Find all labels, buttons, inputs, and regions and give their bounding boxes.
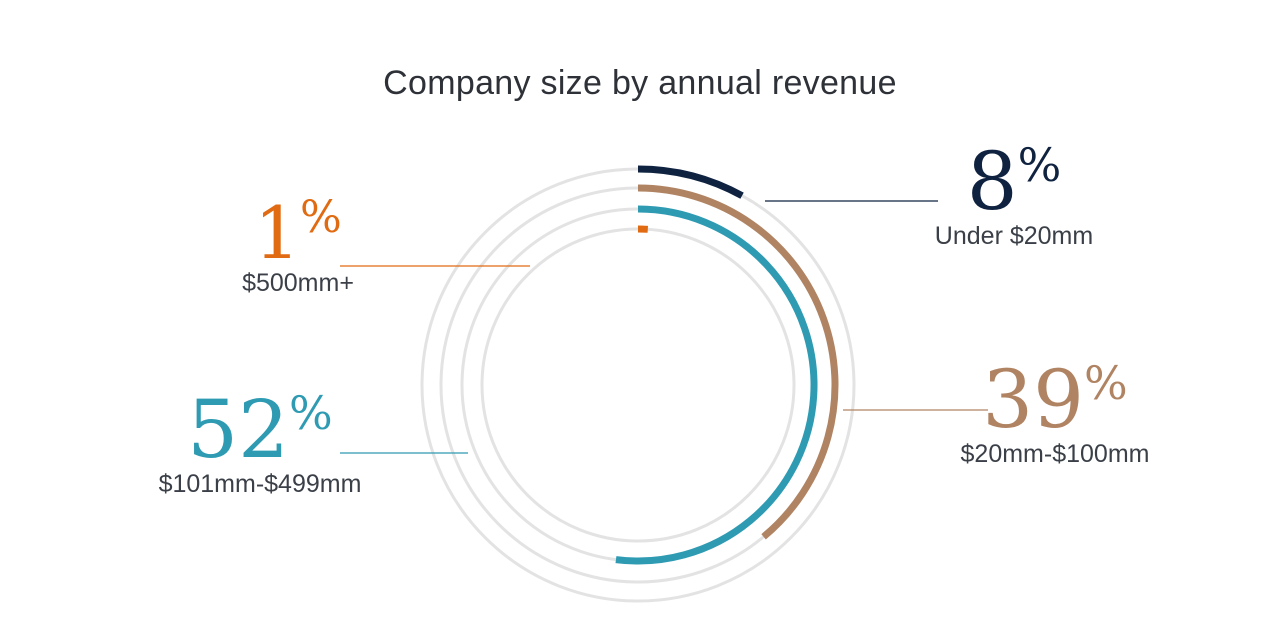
- chart-title: Company size by annual revenue: [383, 64, 897, 102]
- segment-label: $20mm-$100mm: [960, 440, 1150, 468]
- callout-under-20mm: 8% Under $20mm: [894, 142, 1134, 251]
- percent-sign: %: [1017, 138, 1062, 192]
- percent-sign: %: [289, 386, 333, 440]
- segment-label: Under $20mm: [934, 222, 1094, 250]
- ring-track: [480, 227, 796, 543]
- segment-label: $500mm+: [242, 269, 354, 297]
- callout-101mm-499mm: 52% $101mm-$499mm: [140, 390, 380, 499]
- ring-track: [420, 167, 856, 603]
- percent-number: 1: [254, 191, 300, 275]
- percent-number: 8: [966, 135, 1018, 228]
- percent-number: 52: [187, 383, 290, 476]
- ring-value-arc: [615, 205, 818, 565]
- percent-number: 39: [982, 353, 1085, 446]
- callout-500mm-plus: 1% $500mm+: [178, 196, 418, 298]
- percent-sign: %: [1084, 356, 1128, 410]
- segment-label: $101mm-$499mm: [158, 470, 362, 498]
- percent-value: 8%: [894, 142, 1134, 222]
- percent-sign: %: [300, 192, 342, 243]
- callout-20mm-100mm: 39% $20mm-$100mm: [935, 360, 1175, 469]
- percent-value: 39%: [935, 360, 1175, 440]
- ring-value-arc: [637, 184, 839, 540]
- percent-value: 52%: [140, 390, 380, 470]
- ring-value-arc: [637, 165, 744, 199]
- percent-value: 1%: [178, 196, 418, 270]
